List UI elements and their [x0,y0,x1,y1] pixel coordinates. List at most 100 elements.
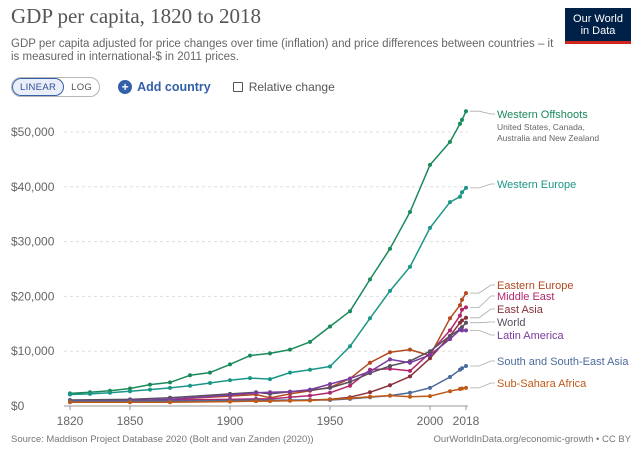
data-point [348,344,352,349]
data-point [208,381,212,385]
x-tick-label: 2018 [453,414,480,428]
data-point [368,394,372,399]
data-point [388,364,392,368]
data-point [308,367,312,372]
scale-toggle: LINEAR LOG [11,77,101,97]
data-point [328,397,332,402]
data-point [460,307,464,312]
data-point [268,377,272,382]
y-tick-label: $0 [11,399,25,413]
data-point [428,385,432,390]
data-point [388,288,392,293]
data-point [328,324,332,329]
data-point [448,328,452,333]
data-point [188,373,192,378]
data-point [408,210,412,214]
x-tick-label: 1900 [217,414,244,428]
data-point [460,328,464,333]
y-tick-label: $30,000 [11,235,55,249]
data-point [348,383,352,388]
data-point [128,389,132,394]
add-country-button[interactable]: + Add country [118,80,211,94]
legend-label: Middle East [497,291,554,303]
data-point [308,393,312,398]
legend-label: Sub-Sahara Africa [497,378,587,390]
data-point [368,316,372,321]
data-point [460,117,464,122]
data-point [288,398,292,403]
legend-connector [470,183,495,189]
data-point [228,362,232,367]
legend-label: South and South-East Asia [497,356,629,368]
series-line [69,306,467,402]
relative-change-checkbox[interactable] [232,82,243,92]
data-point [188,383,192,388]
data-point [464,385,468,390]
data-point [464,305,468,310]
data-point [460,366,464,371]
data-point [458,194,462,199]
data-point [254,390,258,395]
data-point [368,369,372,374]
y-tick-label: $50,000 [11,125,55,139]
plus-icon: + [118,80,133,94]
data-point [328,385,332,390]
data-point [408,264,412,269]
data-point [388,383,392,388]
legend-label: World [497,317,526,329]
source-note: Source: Maddison Project Database 2020 (… [11,434,314,445]
data-point [448,389,452,394]
data-point [408,368,412,373]
data-point [428,225,432,230]
legend-connector [470,284,495,294]
legend-sublabel-line: Australia and New Zealand [497,133,599,143]
data-point [308,387,312,392]
x-tick-label: 2000 [417,414,444,428]
data-point [208,370,212,375]
data-point [268,390,272,395]
relative-change-toggle[interactable]: Relative change [232,80,335,94]
data-point [68,400,72,405]
data-point [388,393,392,398]
data-point [458,303,462,308]
data-point [428,356,432,361]
data-point [464,315,468,320]
credit-note[interactable]: OurWorldInData.org/economic-growth • CC … [433,434,631,445]
data-point [228,393,232,397]
data-point [428,162,432,167]
data-point [148,382,152,387]
legend-label: Western Offshoots [497,109,588,121]
data-point [348,379,352,384]
data-point [128,400,132,405]
data-point [368,360,372,365]
data-point [308,398,312,403]
data-point [348,376,352,381]
data-point [268,399,272,404]
data-point [248,353,252,358]
data-point [288,370,292,375]
data-point [408,347,412,352]
legend-connector [470,360,495,367]
owid-logo[interactable]: Our World in Data [565,8,631,44]
data-point [228,399,232,404]
data-point [168,380,172,385]
legend-connector [470,308,495,319]
data-point [464,364,468,368]
chart-subtitle: GDP per capita adjusted for price change… [11,38,554,63]
x-tick-label: 1820 [57,414,84,428]
linear-scale-button[interactable]: LINEAR [12,78,65,96]
data-point [458,313,462,318]
data-point [348,309,352,314]
legend-connector [470,110,495,115]
data-point [464,320,468,325]
data-point [448,375,452,379]
add-country-label: Add country [137,80,211,94]
legend-label: Western Europe [497,179,576,191]
legend-connector [470,321,495,324]
data-point [254,399,258,404]
data-point [368,277,372,282]
data-point [460,386,464,391]
data-point [288,347,292,352]
log-scale-button[interactable]: LOG [71,81,93,93]
